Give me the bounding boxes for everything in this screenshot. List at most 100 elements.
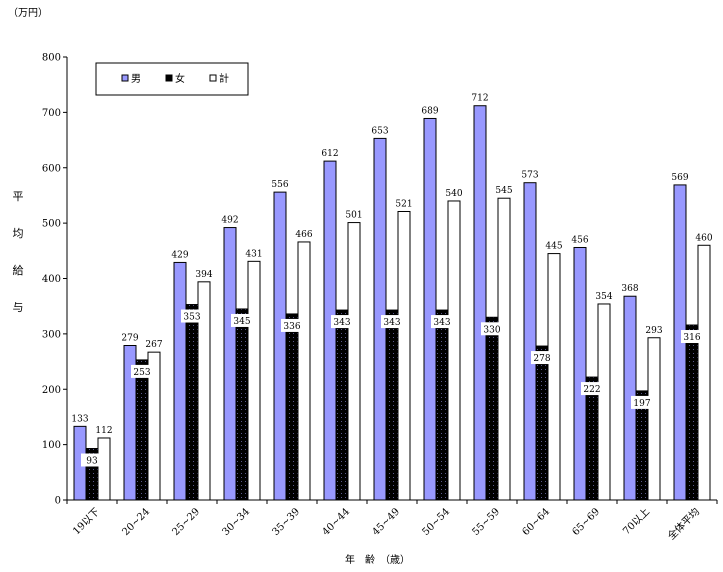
bar-女-9 (485, 316, 499, 501)
x-tick-label-11: 65~69 (570, 506, 602, 538)
data-label-男-13: 569 (671, 173, 688, 183)
data-label-男-8: 689 (421, 106, 438, 116)
legend-swatch-女 (165, 74, 173, 82)
data-label-計-1: 112 (95, 426, 112, 436)
x-tick-labels: 19以下 20~24 25~29 30~34 35~39 40~44 45~49 50~54 5… (71, 505, 702, 542)
data-label-計-7: 521 (395, 199, 412, 209)
x-tick-label-9: 55~59 (470, 506, 502, 538)
bar-計-12 (647, 337, 661, 501)
data-label-女-5: 336 (283, 322, 300, 332)
bar-女-11 (585, 376, 599, 501)
x-tick-label-6: 40~44 (320, 506, 352, 538)
bar-男-10 (523, 182, 537, 501)
bar-女-3 (185, 304, 199, 501)
data-label-bg (431, 315, 453, 329)
bar-計-9 (497, 197, 511, 501)
data-label-計-10: 445 (545, 242, 562, 252)
y-tick-label: 600 (42, 163, 61, 174)
bar-女-10 (535, 345, 549, 501)
legend-label-男: 男 (131, 73, 141, 85)
bar-女-6 (335, 309, 349, 501)
data-label-女-3: 353 (183, 313, 200, 323)
data-label-男-11: 456 (571, 235, 588, 245)
bar-男-5 (273, 191, 287, 501)
bar-計-1 (97, 437, 111, 501)
legend-swatch-男 (121, 74, 129, 82)
data-label-bg (281, 318, 303, 332)
data-label-計-4: 431 (245, 249, 262, 259)
y-tick-label: 400 (42, 274, 61, 285)
data-label-bg (381, 315, 403, 329)
data-label-男-12: 368 (621, 284, 638, 294)
data-label-女-13: 316 (683, 333, 700, 343)
data-label-女-1: 93 (86, 457, 98, 467)
bar-女-8 (435, 309, 449, 501)
bar-男-8 (423, 117, 437, 501)
bar-男-6 (323, 160, 337, 501)
bar-計-13 (697, 244, 711, 501)
unit-label: （万円） (8, 7, 48, 19)
data-label-計-11: 354 (595, 292, 612, 302)
data-label-計-12: 293 (645, 326, 662, 336)
x-tick-label-10: 60~64 (520, 506, 552, 538)
bar-女-7 (385, 309, 399, 501)
data-label-bg (181, 309, 203, 323)
bar-計-5 (297, 241, 311, 501)
data-label-bg (131, 364, 153, 378)
data-label-男-6: 612 (321, 149, 338, 159)
data-label-bg (631, 395, 653, 409)
bar-女-13 (685, 324, 699, 501)
data-label-男-10: 573 (521, 171, 538, 181)
bar-計-6 (347, 222, 361, 501)
legend-swatch-計 (209, 74, 217, 82)
bar-計-8 (447, 200, 461, 501)
x-tick-label-3: 25~29 (170, 506, 202, 538)
data-label-計-8: 540 (445, 189, 462, 199)
data-label-男-3: 429 (171, 250, 188, 260)
y-axis-label-char: 均 (13, 227, 24, 240)
data-label-計-3: 394 (195, 270, 212, 280)
data-label-女-12: 197 (633, 399, 650, 409)
x-tick-label-12: 70以上 (620, 506, 652, 538)
data-label-女-11: 222 (583, 385, 600, 395)
data-label-bg (581, 382, 603, 396)
y-tick-label: 800 (42, 53, 61, 64)
data-label-女-10: 278 (533, 354, 550, 364)
data-label-計-6: 501 (345, 211, 362, 221)
x-tick-label-1: 19以下 (71, 506, 102, 537)
legend: 男女計 (95, 62, 249, 96)
data-label-bg (531, 351, 553, 365)
data-label-男-5: 556 (271, 180, 288, 190)
bar-計-7 (397, 210, 411, 501)
data-label-男-7: 653 (371, 126, 388, 136)
bar-計-2 (147, 351, 161, 501)
bars (73, 105, 711, 501)
bar-計-3 (197, 281, 211, 501)
data-label-女-8: 343 (433, 318, 450, 328)
bar-男-9 (473, 105, 487, 501)
data-label-bg (331, 315, 353, 329)
bar-女-2 (135, 359, 149, 501)
data-label-女-2: 253 (133, 368, 150, 378)
x-tick-label-4: 30~34 (220, 506, 252, 538)
bar-計-11 (597, 303, 611, 501)
x-tick-label-8: 50~54 (420, 506, 452, 538)
y-tick-label: 300 (42, 329, 61, 340)
data-label-女-4: 345 (233, 317, 250, 327)
data-label-女-7: 343 (383, 318, 400, 328)
x-tick-label-7: 45~49 (370, 506, 402, 538)
bar-計-4 (247, 260, 261, 501)
data-label-bg (231, 313, 253, 327)
data-label-bg (81, 453, 103, 467)
y-axis-label-char: 給 (13, 263, 24, 277)
y-axis-label-char: 平 (13, 190, 24, 203)
data-labels: 133 93 112 279 253 267 429 353 394 492 345 431 556 33… (71, 94, 713, 467)
data-label-bg (681, 330, 703, 344)
data-label-計-13: 460 (695, 233, 712, 243)
x-tick-label-13: 全体平均 (665, 505, 702, 542)
bar-女-4 (235, 308, 249, 501)
bar-計-10 (547, 253, 561, 501)
x-tick-label-5: 35~39 (270, 506, 302, 538)
